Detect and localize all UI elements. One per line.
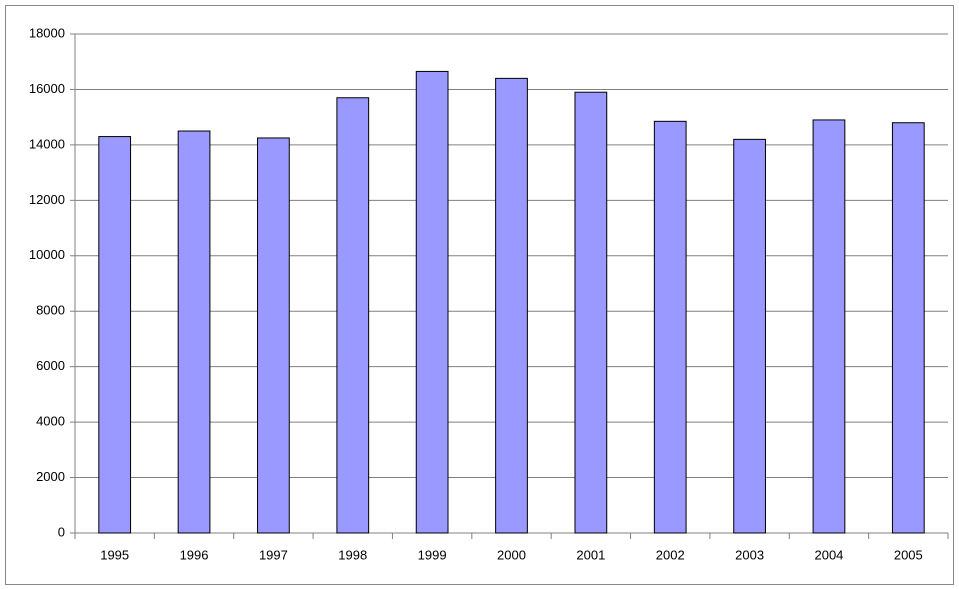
x-tick-label: 1999 [418,547,447,562]
x-tick-label: 2002 [656,547,685,562]
bar [415,70,449,534]
bar [891,122,925,534]
bar [98,136,132,534]
x-tick-label: 2005 [894,547,923,562]
x-tick-label: 2000 [497,547,526,562]
x-tick-label: 1997 [259,547,288,562]
bar [574,91,608,534]
bar [177,130,211,534]
x-tick-label: 1995 [100,547,129,562]
y-tick-label: 0 [58,524,65,539]
y-tick-label: 12000 [29,192,65,207]
bar [653,120,687,534]
y-tick-label: 2000 [36,469,65,484]
y-tick-label: 4000 [36,414,65,429]
y-tick-label: 16000 [29,81,65,96]
x-tick-label: 1998 [338,547,367,562]
x-tick-label: 1996 [180,547,209,562]
y-tick-label: 6000 [36,358,65,373]
bar [812,119,846,534]
bar [336,97,370,534]
bar [257,137,290,534]
x-tick-label: 2001 [576,547,605,562]
y-tick-label: 8000 [36,303,65,318]
chart-border [5,5,954,585]
bar [495,77,528,534]
y-tick-label: 14000 [29,136,65,151]
x-tick-label: 2003 [735,547,764,562]
y-tick-label: 18000 [29,25,65,40]
x-tick-label: 2004 [814,547,843,562]
y-tick-label: 10000 [29,247,65,262]
bar [733,138,766,534]
